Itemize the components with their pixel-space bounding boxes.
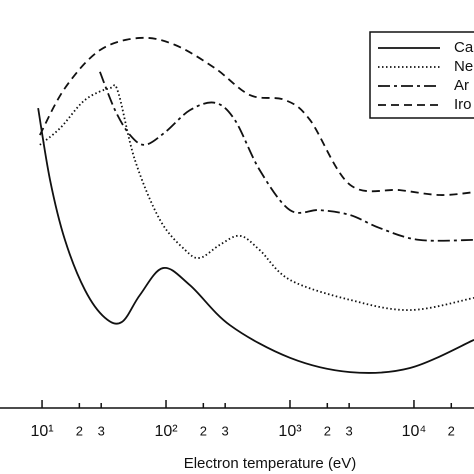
legend bbox=[369, 31, 474, 119]
x-tick-label: 10⁴ bbox=[402, 423, 427, 440]
x-tick-label: 3 bbox=[346, 423, 353, 438]
x-tick-label: 2 bbox=[76, 423, 83, 438]
line-series bbox=[99, 71, 474, 242]
x-tick-label: 10¹ bbox=[30, 423, 53, 440]
x-axis-label: Electron temperature (eV) bbox=[184, 455, 357, 472]
x-tick-label: 10² bbox=[154, 423, 178, 440]
x-tick-label: 3 bbox=[98, 423, 105, 438]
legend-label: Ne bbox=[454, 58, 473, 75]
x-tick-label: 10³ bbox=[278, 423, 302, 440]
line-series bbox=[39, 84, 474, 311]
legend-label: Iro bbox=[454, 96, 472, 113]
line-series bbox=[37, 107, 474, 374]
legend-label: Ca bbox=[454, 39, 474, 56]
x-tick-label: 2 bbox=[448, 423, 455, 438]
line-series bbox=[39, 36, 474, 196]
x-tick-label: 2 bbox=[200, 423, 207, 438]
legend-label: Ar bbox=[454, 77, 469, 94]
x-tick-label: 2 bbox=[324, 423, 331, 438]
x-tick-label: 3 bbox=[222, 423, 229, 438]
